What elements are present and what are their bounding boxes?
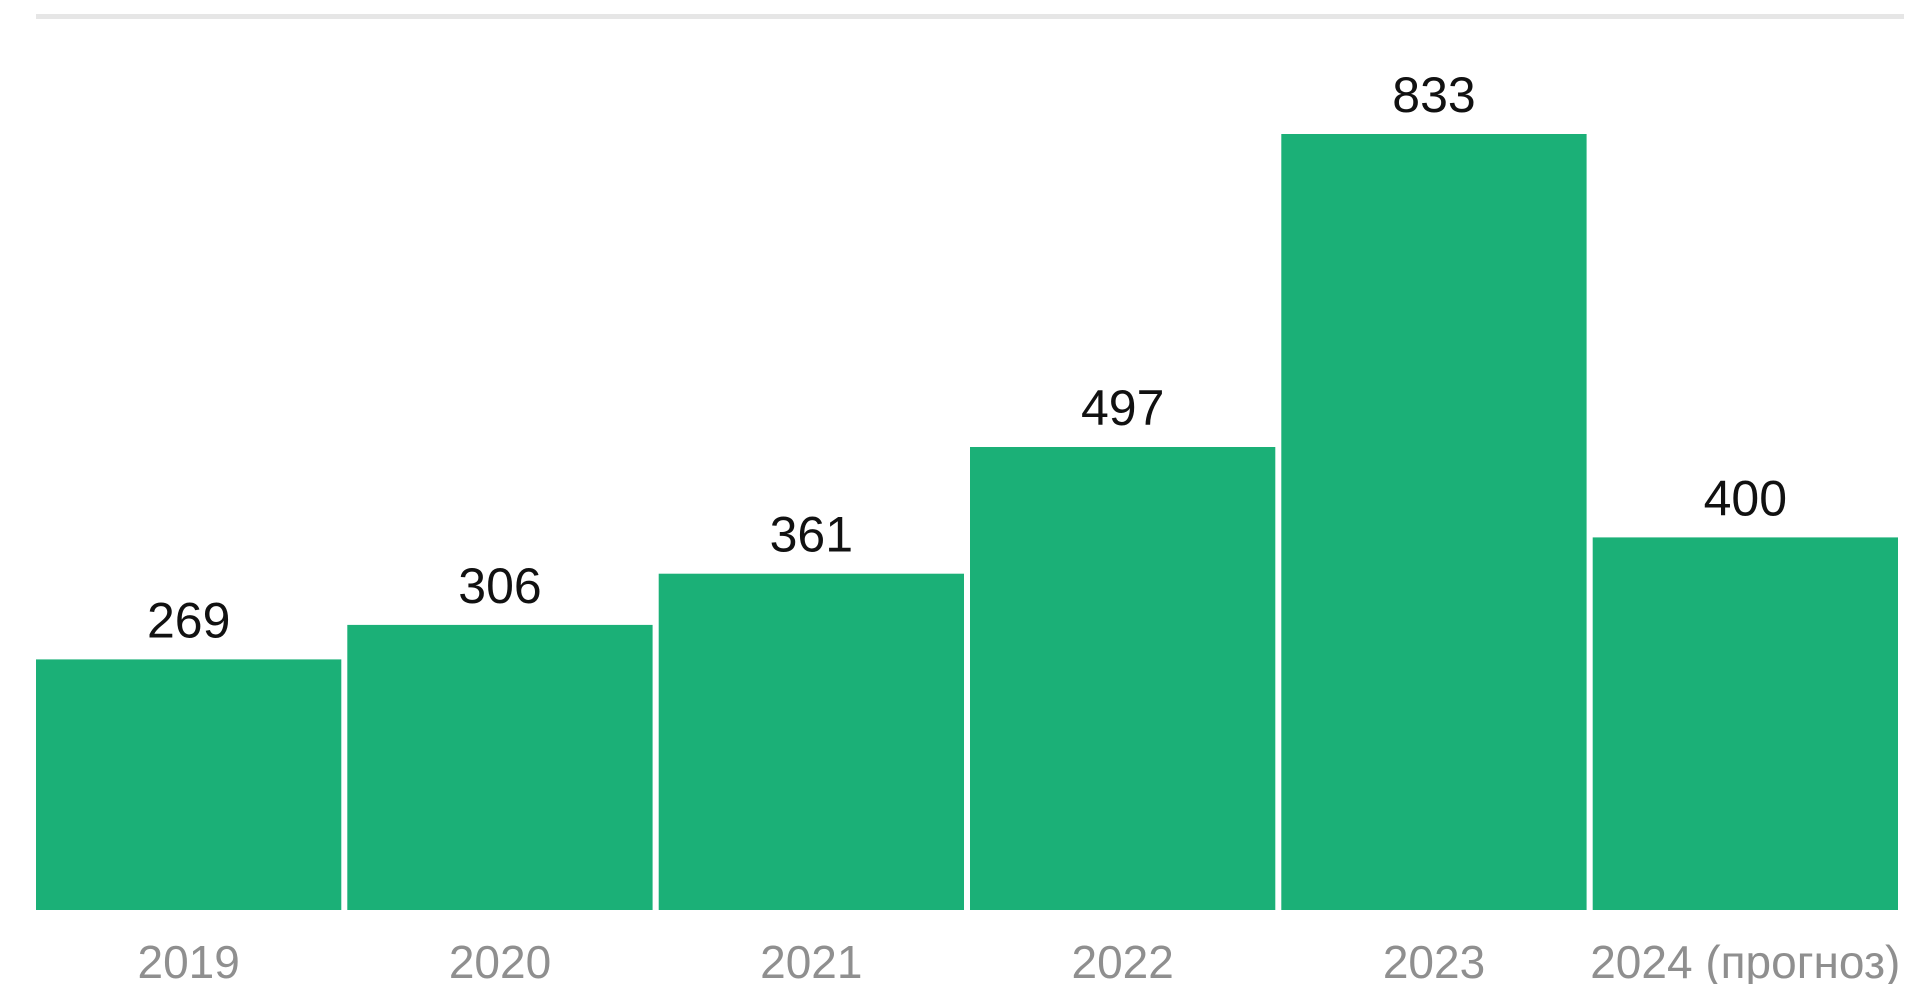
x-tick-label-2020: 2020 xyxy=(449,936,551,984)
x-tick-label-2021: 2021 xyxy=(760,936,862,984)
bar-2021 xyxy=(658,573,964,910)
value-label-2024: 400 xyxy=(1704,470,1787,526)
bar-2020 xyxy=(347,624,653,910)
value-label-2023: 833 xyxy=(1392,67,1475,123)
value-label-2020: 306 xyxy=(458,558,541,614)
bar-2024 xyxy=(1592,537,1898,910)
x-tick-label-2024: 2024 (прогноз) xyxy=(1590,936,1900,984)
value-label-2021: 361 xyxy=(770,507,853,563)
bar-2023 xyxy=(1281,134,1587,910)
x-tick-label-2019: 2019 xyxy=(138,936,240,984)
value-labels-group: 269 306 361 497 833 400 xyxy=(147,67,1787,648)
bar-2019 xyxy=(36,659,342,910)
value-label-2019: 269 xyxy=(147,592,230,648)
bar-2022 xyxy=(970,447,1276,910)
x-tick-label-2023: 2023 xyxy=(1383,936,1485,984)
value-label-2022: 497 xyxy=(1081,380,1164,436)
x-tick-label-2022: 2022 xyxy=(1072,936,1174,984)
top-rule xyxy=(36,14,1904,19)
x-tick-labels-group: 2019 2020 2021 2022 2023 2024 (прогноз) xyxy=(138,936,1901,988)
bars-group xyxy=(36,134,1898,910)
